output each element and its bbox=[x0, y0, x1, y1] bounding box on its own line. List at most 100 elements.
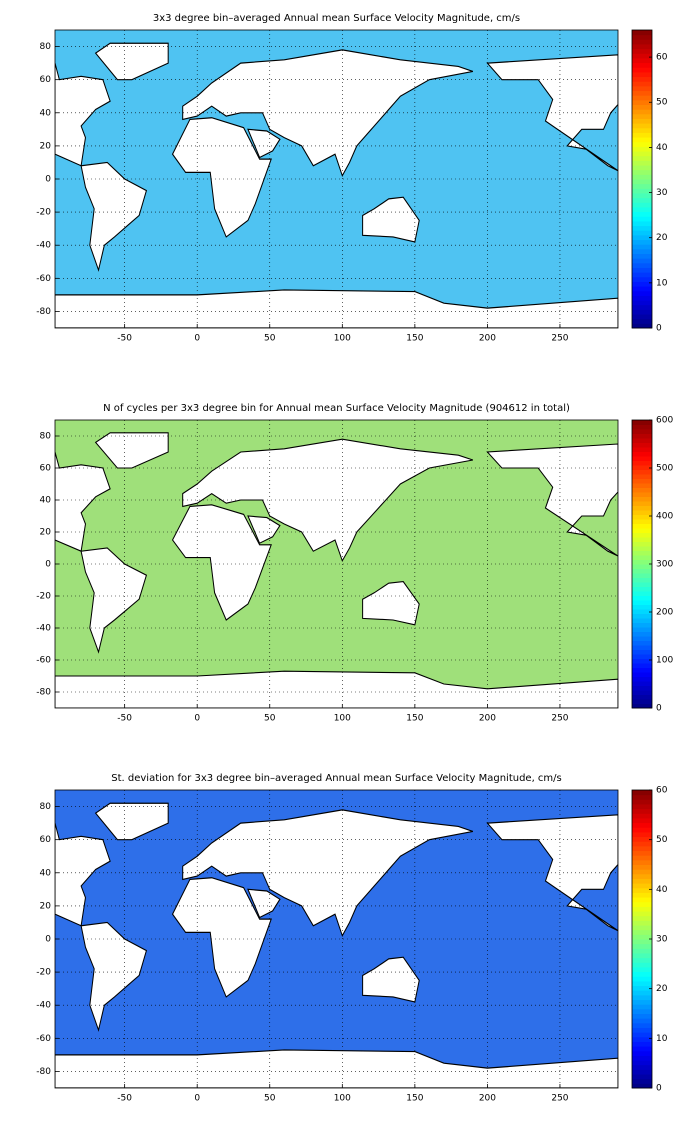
y-tick-label: 80 bbox=[40, 42, 52, 52]
y-tick-label: 80 bbox=[40, 432, 52, 442]
colorbar-cell bbox=[632, 304, 652, 310]
y-tick-label: -80 bbox=[36, 307, 51, 317]
colorbar-cell bbox=[632, 1078, 652, 1084]
colorbar-tick-label: 0 bbox=[656, 1084, 662, 1094]
colorbar-cell bbox=[632, 948, 652, 954]
x-tick-label: 100 bbox=[334, 334, 351, 344]
colorbar-tick-label: 30 bbox=[656, 188, 668, 198]
colorbar-cell bbox=[632, 165, 652, 171]
y-tick-label: 60 bbox=[40, 75, 52, 85]
colorbar-cell bbox=[632, 929, 652, 935]
colorbar-cell bbox=[632, 113, 652, 119]
colorbar-cell bbox=[632, 1032, 652, 1038]
x-tick-label: 200 bbox=[479, 1094, 496, 1104]
colorbar-cell bbox=[632, 1004, 652, 1010]
colorbar-cell bbox=[632, 892, 652, 898]
colorbar-cell bbox=[632, 295, 652, 301]
y-tick-label: 60 bbox=[40, 835, 52, 845]
colorbar-cell bbox=[632, 460, 652, 466]
colorbar-cell bbox=[632, 420, 652, 425]
colorbar-cell bbox=[632, 613, 652, 619]
x-tick-label: 150 bbox=[406, 714, 423, 724]
colorbar-cell bbox=[632, 188, 652, 194]
x-tick-label: 50 bbox=[264, 1094, 276, 1104]
colorbar-cell bbox=[632, 95, 652, 101]
colorbar-cell bbox=[632, 501, 652, 506]
colorbar-cell bbox=[632, 48, 652, 54]
y-tick-label: -60 bbox=[36, 1034, 51, 1044]
colorbar-cell bbox=[632, 636, 652, 641]
colorbar-cell bbox=[632, 690, 652, 695]
colorbar-tick-label: 50 bbox=[656, 835, 668, 845]
colorbar-cell bbox=[632, 492, 652, 497]
y-tick-label: -80 bbox=[36, 1067, 51, 1077]
colorbar-cell bbox=[632, 272, 652, 278]
colorbar-cell bbox=[632, 980, 652, 987]
y-tick-label: -40 bbox=[36, 1001, 51, 1011]
y-tick-label: 20 bbox=[40, 528, 52, 538]
y-tick-label: -20 bbox=[36, 968, 51, 978]
colorbar-cell bbox=[632, 883, 652, 889]
colorbar-cell bbox=[632, 244, 652, 250]
x-tick-label: 200 bbox=[479, 714, 496, 724]
y-tick-label: 80 bbox=[40, 802, 52, 812]
colorbar-cell bbox=[632, 505, 652, 511]
colorbar-cell bbox=[632, 1074, 652, 1080]
colorbar-cell bbox=[632, 957, 652, 963]
colorbar-cell bbox=[632, 906, 652, 912]
colorbar-cell bbox=[632, 591, 652, 596]
colorbar-frame bbox=[631, 419, 653, 709]
colorbar-cell bbox=[632, 447, 652, 452]
colorbar-cell bbox=[632, 897, 652, 903]
y-tick-label: 20 bbox=[40, 141, 52, 151]
colorbar-tick-label: 30 bbox=[656, 935, 668, 945]
y-tick-label: -40 bbox=[36, 624, 51, 634]
colorbar-cell bbox=[632, 699, 652, 704]
colorbar-cell bbox=[632, 537, 652, 542]
colorbar-cell bbox=[632, 1022, 652, 1028]
colorbar-cell bbox=[632, 925, 652, 931]
y-tick-label: -80 bbox=[36, 688, 51, 698]
colorbar-cell bbox=[632, 192, 652, 199]
colorbar-cell bbox=[632, 1064, 652, 1070]
colorbar-cell bbox=[632, 123, 652, 129]
colorbar-cell bbox=[632, 433, 652, 439]
colorbar-cell bbox=[632, 183, 652, 189]
colorbar-cell bbox=[632, 994, 652, 1001]
colorbar-cell bbox=[632, 109, 652, 115]
colorbar-tick-label: 40 bbox=[656, 143, 668, 153]
y-tick-label: -60 bbox=[36, 656, 51, 666]
colorbar-cell bbox=[632, 817, 652, 824]
map-title: St. deviation for 3x3 degree bin–average… bbox=[111, 773, 562, 784]
x-tick-label: 100 bbox=[334, 1094, 351, 1104]
colorbar-tick-label: 60 bbox=[656, 53, 668, 63]
x-tick-label: 50 bbox=[264, 334, 276, 344]
colorbar-cell bbox=[632, 309, 652, 315]
colorbar-tick-label: 0 bbox=[656, 704, 662, 714]
colorbar-cell bbox=[632, 267, 652, 273]
colorbar-tick-label: 100 bbox=[656, 656, 673, 666]
axes-frame bbox=[54, 789, 619, 1089]
colorbar-cell bbox=[632, 483, 652, 488]
colorbar-cell bbox=[632, 976, 652, 982]
y-tick-label: 40 bbox=[40, 108, 52, 118]
colorbar-cell bbox=[632, 864, 652, 870]
colorbar-cell bbox=[632, 478, 652, 484]
colorbar-cell bbox=[632, 794, 652, 800]
y-tick-label: 60 bbox=[40, 464, 52, 474]
colorbar-cell bbox=[632, 132, 652, 138]
colorbar-cell bbox=[632, 424, 652, 430]
colorbar-cell bbox=[632, 532, 652, 538]
colorbar-tick-label: 500 bbox=[656, 464, 673, 474]
y-tick-label: -20 bbox=[36, 592, 51, 602]
x-tick-label: -50 bbox=[117, 334, 132, 344]
colorbar-cell bbox=[632, 216, 652, 222]
x-tick-label: 200 bbox=[479, 334, 496, 344]
x-tick-label: 250 bbox=[551, 334, 568, 344]
colorbar-cell bbox=[632, 169, 652, 175]
colorbar-cell bbox=[632, 911, 652, 917]
colorbar-cell bbox=[632, 790, 652, 796]
x-tick-label: -50 bbox=[117, 1094, 132, 1104]
colorbar-cell bbox=[632, 645, 652, 650]
colorbar-cell bbox=[632, 1083, 652, 1089]
